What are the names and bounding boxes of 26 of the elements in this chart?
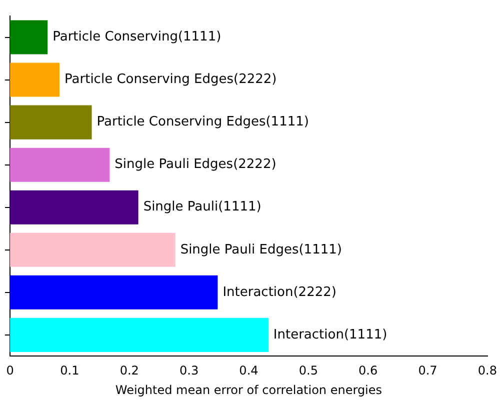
y-tick-label: Particle Conserving Edges(1111) [96,114,309,130]
x-tick-label: 0.8 [478,364,498,378]
x-axis-title: Weighted mean error of correlation energies [115,382,382,397]
y-tick-label: Particle Conserving Edges(2222) [64,72,277,88]
x-tick-label: 0.5 [298,364,318,378]
y-tick-label: Interaction(2222) [222,284,336,300]
y-tick-label: Single Pauli Edges(2222) [114,157,276,172]
x-tick-label: 0.6 [358,364,378,378]
bar [10,275,218,310]
y-tick-label: Particle Conserving(1111) [52,30,222,45]
bar [10,148,110,182]
x-tick-label: 0.4 [239,364,258,378]
x-tick-label: 0.1 [60,364,80,378]
bar [10,190,138,224]
x-tick-label: 0.3 [180,364,199,378]
x-tick-label: 0 [6,364,14,378]
y-tick-label: Interaction(1111) [273,327,388,342]
bar [10,62,60,97]
bar [10,20,48,54]
x-tick-label: 0.7 [418,364,438,378]
x-tick-label: 0.2 [120,364,139,378]
bar [10,318,268,352]
bar [10,105,92,140]
y-tick-label: Single Pauli(1111) [143,200,262,215]
y-tick-label: Single Pauli Edges(1111) [180,242,342,258]
bar [10,232,176,267]
